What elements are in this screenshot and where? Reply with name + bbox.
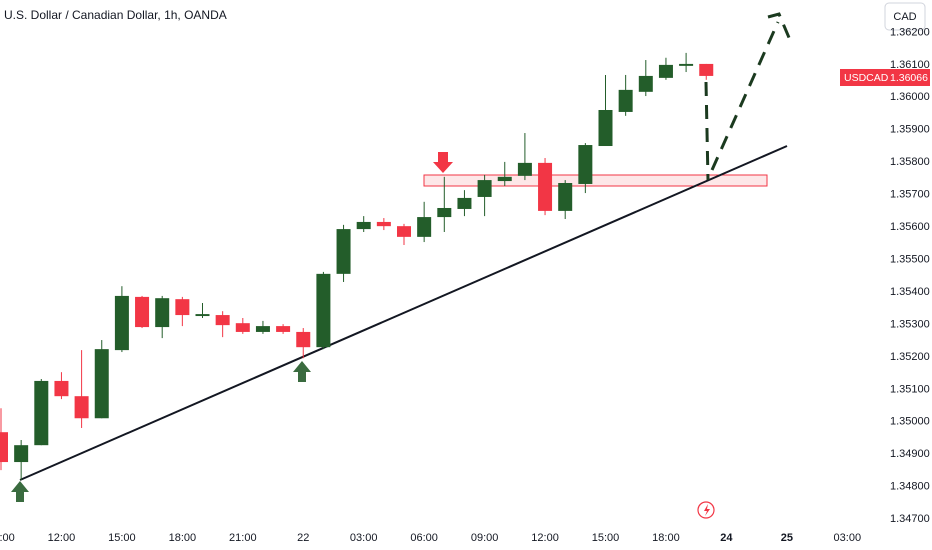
candle-body — [437, 207, 452, 218]
x-tick-label: 12:00 — [531, 532, 559, 544]
candles — [0, 52, 714, 481]
candle-body — [215, 315, 230, 326]
y-tick-label: 1.35000 — [890, 416, 930, 428]
y-tick-label: 1.35200 — [890, 351, 930, 363]
y-tick-label: 1.34700 — [890, 513, 930, 525]
event-icon — [704, 504, 710, 516]
price-label: USDCAD 1.36066 — [840, 69, 930, 86]
candle-body — [316, 273, 331, 348]
candle-body — [336, 229, 351, 274]
x-tick-label: 09:00 — [0, 532, 15, 544]
y-tick-label: 1.35500 — [890, 253, 930, 265]
candle-body — [618, 89, 633, 112]
candle-body — [517, 162, 532, 176]
candle-body — [135, 296, 150, 328]
x-tick-label: 15:00 — [108, 532, 136, 544]
y-tick-label: 1.34900 — [890, 448, 930, 460]
candle-body — [578, 145, 593, 184]
y-tick-label: 1.35800 — [890, 156, 930, 168]
zone — [423, 174, 768, 187]
y-tick-label: 1.36100 — [890, 59, 930, 71]
x-tick-label: 12:00 — [48, 532, 76, 544]
symbol: USDCAD — [844, 72, 889, 84]
x-tick-label: 03:00 — [834, 532, 862, 544]
candle-body — [638, 75, 653, 92]
candle-body — [538, 162, 553, 211]
candle-body — [417, 217, 432, 237]
x-tick-label: 06:00 — [410, 532, 438, 544]
candle-body — [155, 298, 170, 328]
chart-title: U.S. Dollar / Canadian Dollar, 1h, OANDA — [4, 8, 227, 22]
x-tick-label: 15:00 — [592, 532, 620, 544]
candle-body — [175, 299, 190, 316]
price-label-bg — [840, 69, 930, 86]
down-arrow — [433, 152, 453, 173]
candle-body — [114, 295, 129, 351]
x-tick-label: 21:00 — [229, 532, 257, 544]
y-tick-label: 1.36200 — [890, 26, 930, 38]
currency[interactable]: CAD — [893, 11, 916, 23]
candle-body — [598, 109, 613, 147]
drawings — [11, 12, 792, 519]
candle-body — [74, 396, 89, 419]
y-tick-label: 1.35300 — [890, 318, 930, 330]
candle-body — [54, 380, 69, 397]
up-arrow — [11, 481, 29, 502]
y-tick-label: 1.34800 — [890, 481, 930, 493]
candle-body — [235, 323, 250, 332]
y-tick-label: 1.35900 — [890, 124, 930, 136]
event-icon — [697, 501, 715, 519]
candle-body — [457, 197, 472, 209]
x-tick-label: 25 — [781, 532, 793, 544]
candle-body — [255, 326, 270, 332]
trend-line — [19, 145, 788, 481]
y-tick-label: 1.36000 — [890, 91, 930, 103]
candle-body — [558, 183, 573, 211]
candle-body — [477, 180, 492, 197]
x-tick-label: 18:00 — [169, 532, 197, 544]
last-price: 1.36066 — [890, 72, 928, 84]
candle-body — [94, 349, 109, 419]
currency-button[interactable] — [884, 2, 926, 31]
x-tick-label: 18:00 — [652, 532, 680, 544]
candle-body — [276, 326, 291, 332]
candle-body — [195, 314, 210, 317]
x-tick-label: 24 — [720, 532, 733, 544]
candle-body — [0, 432, 8, 463]
x-tick-label: 09:00 — [471, 532, 499, 544]
candle-body — [296, 331, 311, 348]
candle-body — [658, 64, 673, 78]
y-tick-label: 1.35700 — [890, 189, 930, 201]
candle-body — [497, 176, 512, 182]
projection — [704, 12, 792, 181]
candle-body — [397, 226, 411, 237]
y-tick-label: 1.35100 — [890, 383, 930, 395]
candle-body — [376, 221, 391, 227]
candle-body — [679, 63, 694, 66]
y-tick-label: 1.35400 — [890, 286, 930, 298]
x-tick-label: 22 — [297, 532, 309, 544]
candle-body — [34, 380, 49, 446]
up-arrow — [293, 361, 311, 382]
x-tick-label: 03:00 — [350, 532, 378, 544]
candle-body — [356, 221, 371, 230]
candle-body — [14, 445, 29, 463]
candle-body — [699, 63, 714, 76]
y-tick-label: 1.35600 — [890, 221, 930, 233]
